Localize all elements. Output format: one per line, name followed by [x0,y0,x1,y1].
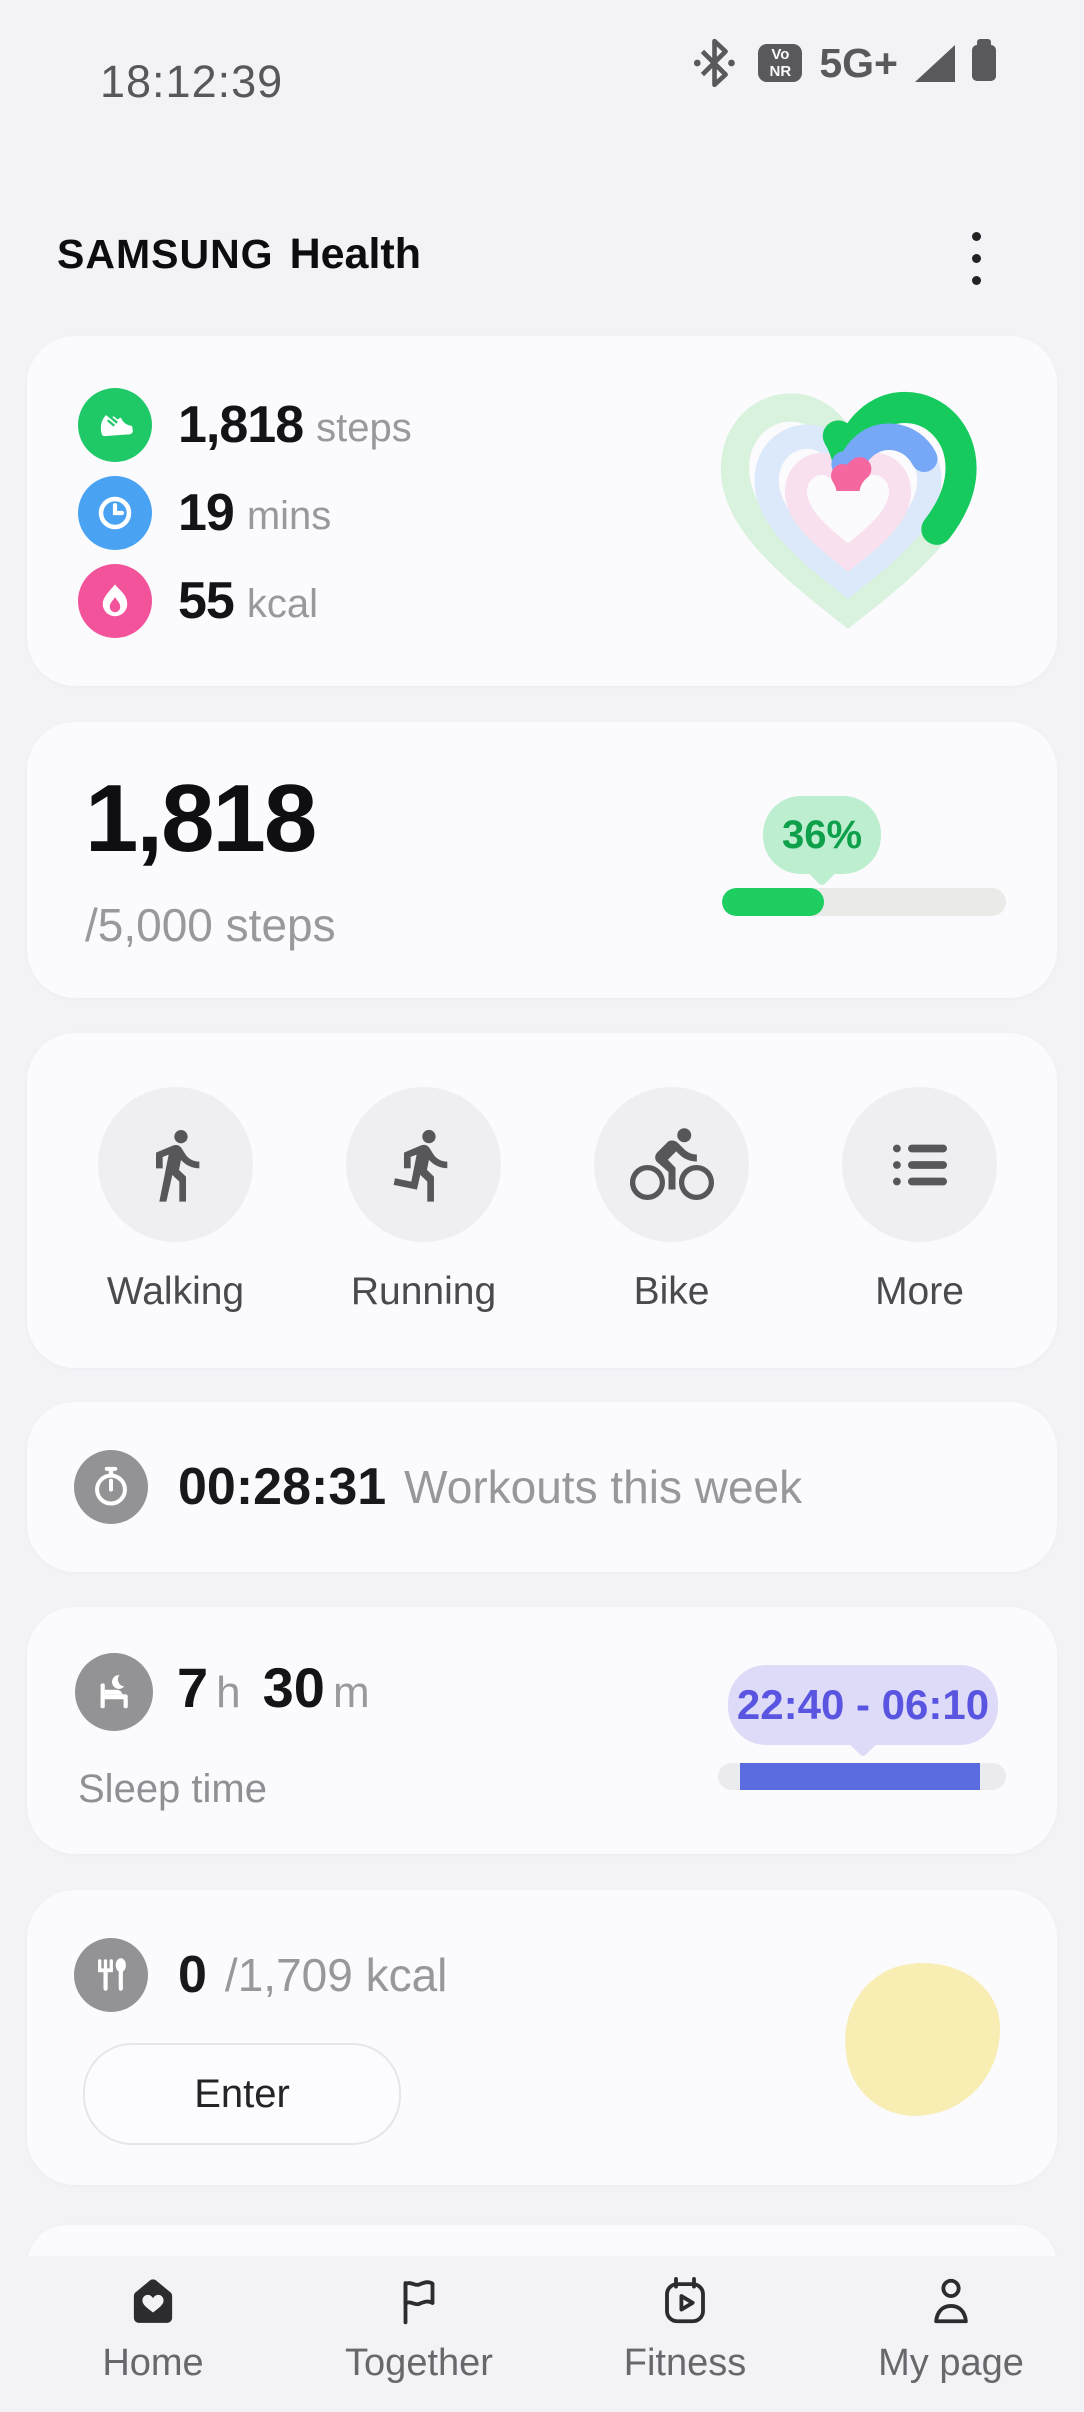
app-logo: SAMSUNG Health [57,230,421,279]
shoe-icon [78,388,152,462]
status-bar: 18:12:39 Vo NR 5G+ [0,0,1084,120]
shortcut-walking[interactable]: Walking [98,1087,253,1314]
weekly-workouts-card[interactable]: 00:28:31 Workouts this week [27,1402,1057,1572]
steps-progress-card[interactable]: 1,818 /5,000 steps 36% [27,722,1057,998]
shortcut-more[interactable]: More [842,1087,997,1314]
walking-icon[interactable] [98,1087,253,1242]
battery-icon [972,39,996,81]
home-icon [133,2279,173,2323]
nav-item-home[interactable]: Home [20,2256,286,2412]
sleep-range-bubble: 22:40 - 06:10 [728,1665,998,1745]
sleep-range-label: 22:40 - 06:10 [736,1681,990,1728]
fitness-icon [665,2277,705,2324]
sleep-card[interactable]: 7 h 30 m Sleep time 22:40 - 06:10 [27,1607,1057,1854]
nav-label: Together [345,2342,493,2384]
active-time-row: 19 mins [78,476,331,550]
enter-button-label: Enter [194,2071,290,2116]
nav-item-fitness[interactable]: Fitness [552,2256,818,2412]
shortcut-bike[interactable]: Bike [594,1087,749,1314]
steps-value: 1,818 [178,396,304,454]
bluetooth-icon [694,38,736,88]
sleep-label: Sleep time [78,1767,267,1811]
exercise-shortcuts-card: Walking Running Bike More [27,1033,1057,1368]
cutlery-icon [74,1938,148,2012]
nav-label: Fitness [623,2342,747,2384]
sleep-duration: 7 h 30 m [177,1655,392,1731]
network-type-label: 5G+ [819,39,898,86]
shortcut-running[interactable]: Running [346,1087,501,1314]
steps-percent-label: 36% [781,812,863,857]
status-icons: Vo NR 5G+ [687,38,996,88]
person-icon [934,2278,968,2324]
active-minutes-value: 19 [178,484,235,542]
brand-wordmark: SAMSUNG [57,231,274,277]
running-icon[interactable] [346,1087,501,1242]
shortcut-label: Bike [633,1270,710,1313]
food-card[interactable]: 0 /1,709 kcal Enter [27,1890,1057,2185]
steps-percent-bubble: 36% [763,796,881,874]
sleep-minutes-unit: m [332,1668,370,1717]
app-name: Health [289,230,421,278]
steps-progress-bar [722,888,1006,916]
shortcut-label: More [875,1270,964,1313]
calories-value: 55 [178,572,235,630]
clock-time: 18:12:39 [100,56,284,107]
signal-strength-icon [915,44,955,82]
workout-duration: 00:28:31 [178,1458,387,1516]
nav-item-together[interactable]: Together [286,2256,552,2412]
steps-goal: /5,000 steps [85,899,336,951]
bed-icon [75,1653,153,1731]
steps-summary-row: 1,818 steps [78,388,412,462]
sleep-hours-unit: h [216,1668,241,1717]
flame-icon [78,564,152,638]
activity-heart-rings [703,382,993,642]
shortcut-label: Running [350,1270,497,1313]
bike-icon[interactable] [594,1087,749,1242]
flag-icon [403,2280,435,2325]
lemon-illustration [837,1955,1009,2123]
bottom-navigation: Home Together Fitness [0,2256,1084,2412]
steps-progress-fill [722,888,825,916]
overflow-menu-button[interactable] [946,222,1006,294]
nav-label: Home [102,2342,204,2384]
calories-row: 55 kcal [78,564,318,638]
steps-count: 1,818 [85,765,317,872]
nav-label: My page [878,2342,1024,2384]
sleep-progress-bar [718,1763,1006,1790]
vonr-badge: Vo NR [758,44,803,82]
sleep-minutes: 30 [262,1656,325,1719]
shortcut-label: Walking [106,1270,245,1313]
nav-item-my-page[interactable]: My page [818,2256,1084,2412]
clock-icon [78,476,152,550]
enter-food-button[interactable]: Enter [83,2043,401,2145]
daily-activity-card[interactable]: 1,818 steps 19 mins 55 kcal [27,336,1057,686]
sleep-hours: 7 [177,1656,209,1719]
calories-unit: kcal [246,581,318,626]
app-header: SAMSUNG Health [0,216,1084,300]
workout-duration-label: Workouts this week [404,1461,803,1513]
steps-unit: steps [316,405,412,450]
list-icon[interactable] [842,1087,997,1242]
sleep-progress-fill [740,1763,980,1790]
active-minutes-unit: mins [246,493,332,538]
calories-goal-label: /1,709 kcal [224,1949,448,2001]
calories-eaten-value: 0 [178,1946,207,2004]
stopwatch-icon [74,1450,148,1524]
